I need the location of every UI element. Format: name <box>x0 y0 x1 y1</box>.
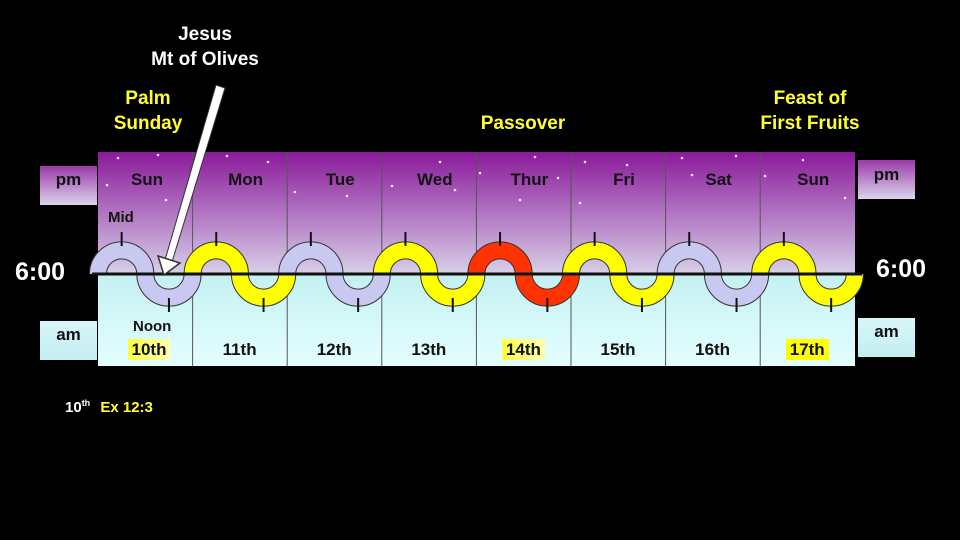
day-date: 12th <box>287 340 381 360</box>
star <box>763 174 767 178</box>
jesus-label: Jesus <box>178 24 232 45</box>
footnote-reference: Ex 12:3 <box>100 399 153 416</box>
day-name: Sun <box>130 170 164 189</box>
star <box>116 156 120 160</box>
day-name: Mon <box>228 170 264 189</box>
six-oclock-left: 6:00 <box>15 258 66 286</box>
am-label-right: am <box>858 318 915 357</box>
day-date: 15th <box>571 340 665 360</box>
star <box>533 155 537 159</box>
star <box>680 156 684 160</box>
palm-label: Palm <box>125 88 171 109</box>
footnote: 10th Ex 12:3 <box>65 398 153 416</box>
date-text: 16th <box>695 340 731 359</box>
pm-label-right: pm <box>858 160 915 199</box>
day-name: Sun <box>797 170 830 189</box>
star <box>734 154 738 158</box>
day-name: Tue <box>325 170 355 189</box>
jesus-annotation: Jesus Mt of Olives <box>130 22 280 72</box>
date-text: 12th <box>316 340 352 359</box>
star <box>625 163 629 167</box>
day-date: 16th <box>666 340 760 360</box>
day-date: 14th <box>476 339 570 360</box>
date-text: 15th <box>600 340 636 359</box>
stars <box>105 153 847 205</box>
star <box>438 160 442 164</box>
day-date: 11th <box>193 340 287 360</box>
day-date: 17th <box>760 339 854 360</box>
star <box>690 173 694 177</box>
am-label-left: am <box>40 321 97 360</box>
first-fruits-annotation: Feast of First Fruits <box>730 86 890 136</box>
star <box>293 190 297 194</box>
star <box>390 184 394 188</box>
jesus-arrow <box>156 84 226 277</box>
footnote-suffix: th <box>81 398 91 408</box>
mid-label: Mid <box>108 209 134 226</box>
pm-label-left: pm <box>40 166 97 205</box>
star <box>518 198 522 202</box>
day-date: 10th <box>102 339 196 360</box>
date-text: 10th <box>127 339 171 360</box>
star <box>345 194 349 198</box>
star <box>156 153 160 157</box>
day-name: Fri <box>613 170 635 189</box>
star <box>583 160 587 164</box>
star <box>478 171 482 175</box>
day-name: Thur <box>510 170 549 189</box>
mt-of-olives-label: Mt of Olives <box>151 49 259 70</box>
star <box>266 160 270 164</box>
star <box>801 158 805 162</box>
date-text: 13th <box>411 340 447 359</box>
noon-label: Noon <box>133 318 172 335</box>
passover-annotation: Passover <box>480 113 566 134</box>
star <box>453 188 457 192</box>
day-date: 13th <box>382 340 476 360</box>
star <box>225 154 229 158</box>
star <box>843 196 847 200</box>
feast-of-label: Feast of <box>773 88 847 109</box>
star <box>164 198 168 202</box>
six-oclock-right: 6:00 <box>876 255 927 283</box>
star <box>105 183 109 187</box>
day-name: Wed <box>417 170 453 189</box>
sunday-label: Sunday <box>113 113 183 134</box>
date-text: 14th <box>501 339 545 360</box>
date-text: 17th <box>785 339 829 360</box>
star <box>578 201 582 205</box>
palm-sunday-annotation: Palm Sunday <box>88 86 208 136</box>
footnote-day: 10 <box>65 399 82 416</box>
first-fruits-label: First Fruits <box>760 113 860 134</box>
day-name: Sat <box>705 170 732 189</box>
star <box>556 176 560 180</box>
date-text: 11th <box>222 340 257 359</box>
